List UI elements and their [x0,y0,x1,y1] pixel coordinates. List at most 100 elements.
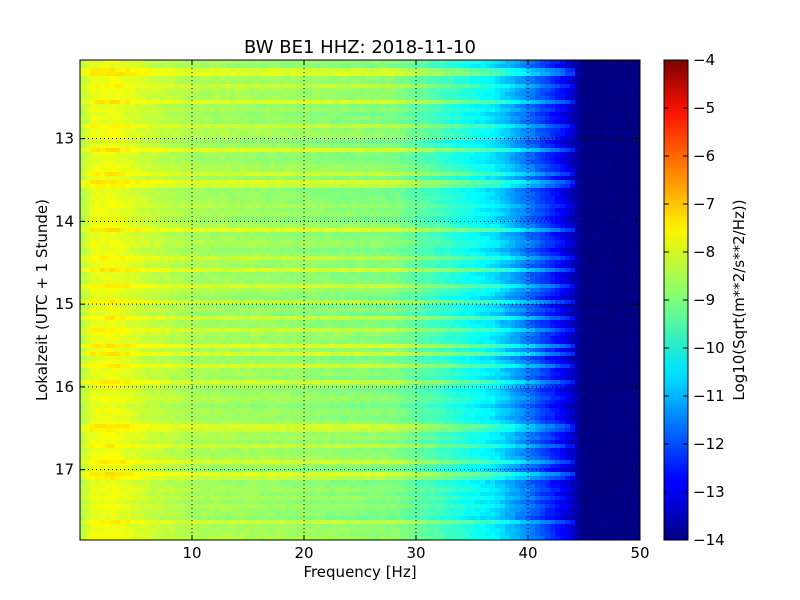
spectrogram-cell [420,188,426,193]
spectrogram-cell [635,180,640,185]
spectrogram-cell [350,216,356,221]
spectrogram-cell [140,168,146,173]
spectrogram-cell [215,132,221,137]
spectrogram-cell [565,108,571,113]
spectrogram-cell [495,144,501,149]
spectrogram-cell [200,100,206,105]
spectrogram-cell [95,124,101,129]
spectrogram-cell [265,156,271,161]
spectrogram-cell [470,228,476,233]
spectrogram-cell [485,88,491,93]
spectrogram-cell [445,88,451,93]
spectrogram-cell [290,112,296,117]
spectrogram-cell [495,180,501,185]
spectrogram-cell [275,228,281,233]
spectrogram-cell [580,208,586,213]
spectrogram-cell [160,204,166,209]
spectrogram-cell [370,188,376,193]
spectrogram-cell [400,136,406,141]
spectrogram-cell [460,64,466,69]
spectrogram-cell [290,192,296,197]
spectrogram-cell [595,140,601,145]
spectrogram-cell [90,124,96,129]
spectrogram-cell [485,60,491,65]
spectrogram-cell [605,152,611,157]
spectrogram-cell [200,160,206,165]
spectrogram-cell [550,140,556,145]
spectrogram-cell [325,124,331,129]
spectrogram-cell [455,164,461,169]
spectrogram-cell [440,204,446,209]
spectrogram-cell [425,160,431,165]
spectrogram-cell [355,156,361,161]
spectrogram-cell [105,192,111,197]
spectrogram-cell [145,148,151,153]
spectrogram-cell [340,192,346,197]
spectrogram-cell [175,132,181,137]
spectrogram-cell [575,232,581,237]
spectrogram-cell [595,80,601,85]
spectrogram-cell [495,72,501,77]
spectrogram-cell [495,76,501,81]
spectrogram-cell [450,80,456,85]
spectrogram-cell [300,200,306,205]
spectrogram-cell [445,124,451,129]
spectrogram-cell [595,144,601,149]
spectrogram-cell [395,236,401,241]
spectrogram-cell [505,220,511,225]
spectrogram-cell [380,108,386,113]
spectrogram-cell [230,172,236,177]
spectrogram-cell [165,188,171,193]
spectrogram-cell [320,180,326,185]
spectrogram-cell [310,144,316,149]
spectrogram-cell [475,92,481,97]
spectrogram-cell [385,148,391,153]
spectrogram-cell [330,140,336,145]
spectrogram-cell [490,128,496,133]
spectrogram-cell [290,180,296,185]
spectrogram-cell [530,228,536,233]
spectrogram-cell [390,192,396,197]
spectrogram-cell [610,180,616,185]
spectrogram-cell [555,228,561,233]
spectrogram-cell [110,232,116,237]
spectrogram-cell [90,116,96,121]
spectrogram-cell [120,108,126,113]
spectrogram-cell [315,128,321,133]
spectrogram-cell [480,108,486,113]
spectrogram-cell [145,84,151,89]
spectrogram-cell [630,212,636,217]
spectrogram-cell [530,176,536,181]
spectrogram-cell [295,204,301,209]
spectrogram-cell [535,152,541,157]
spectrogram-cell [420,76,426,81]
spectrogram-cell [335,164,341,169]
spectrogram-cell [130,188,136,193]
spectrogram-cell [485,196,491,201]
spectrogram-cell [285,88,291,93]
spectrogram-cell [140,64,146,69]
spectrogram-cell [315,108,321,113]
spectrogram-cell [230,100,236,105]
spectrogram-cell [430,132,436,137]
spectrogram-cell [115,192,121,197]
spectrogram-cell [530,204,536,209]
spectrogram-cell [130,168,136,173]
spectrogram-cell [395,112,401,117]
spectrogram-cell [410,88,416,93]
spectrogram-cell [260,64,266,69]
spectrogram-cell [365,232,371,237]
spectrogram-cell [430,140,436,145]
spectrogram-cell [275,64,281,69]
spectrogram-cell [145,212,151,217]
spectrogram-cell [190,236,196,241]
spectrogram-cell [515,72,521,77]
spectrogram-cell [505,120,511,125]
spectrogram-cell [250,100,256,105]
spectrogram-cell [550,176,556,181]
spectrogram-cell [340,184,346,189]
spectrogram-cell [260,204,266,209]
spectrogram-cell [185,100,191,105]
spectrogram-cell [300,164,306,169]
spectrogram-cell [365,216,371,221]
